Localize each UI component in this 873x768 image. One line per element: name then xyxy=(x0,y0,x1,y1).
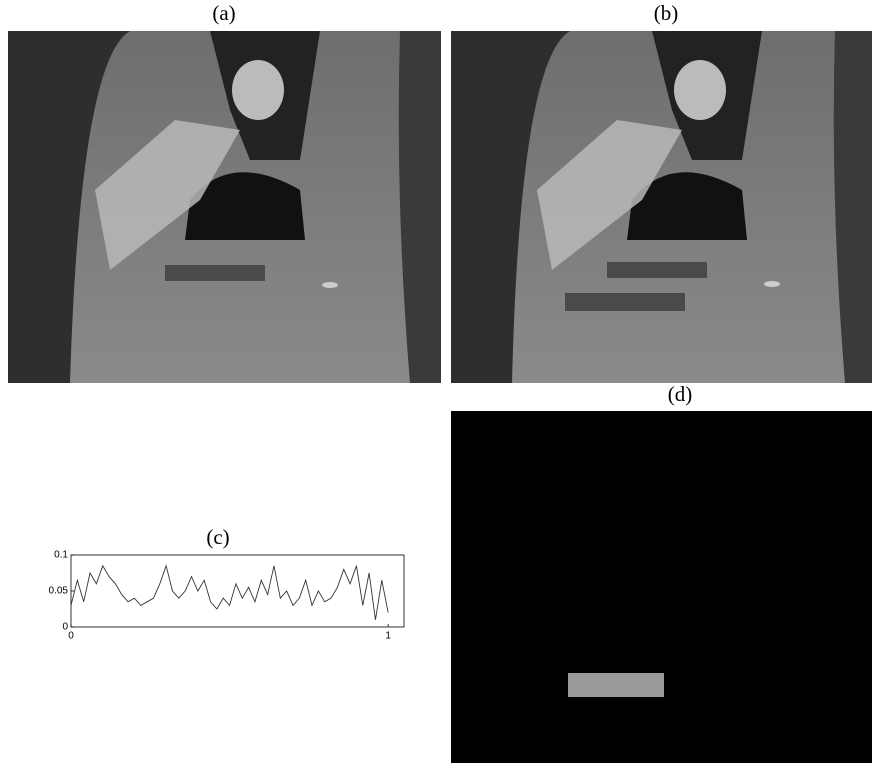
data-line xyxy=(71,566,388,620)
plot-frame xyxy=(71,555,404,627)
chart-title: (c) xyxy=(206,525,229,549)
photo-b xyxy=(451,31,872,383)
panel-label: (a) xyxy=(212,1,235,25)
figure: (a) (b) (d) (c) 00.050.101 xyxy=(0,0,873,763)
x-tick-label: 1 xyxy=(385,631,391,642)
x-tick-label: 0 xyxy=(68,631,74,642)
panel-d xyxy=(451,411,872,763)
panel-label: (d) xyxy=(668,382,693,406)
photo-a xyxy=(8,31,441,383)
y-tick-label: 0.05 xyxy=(49,586,69,597)
y-tick-label: 0.1 xyxy=(54,550,68,561)
panel-label: (b) xyxy=(654,1,679,25)
